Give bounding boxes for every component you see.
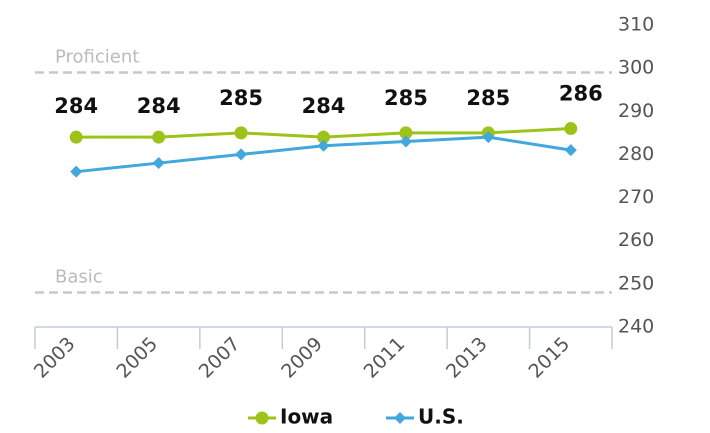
legend-marker [255,411,269,425]
y-tick-label: 310 [618,14,654,36]
data-point [152,157,165,170]
data-point [69,130,83,144]
data-point [399,126,413,140]
legend-label: U.S. [418,405,464,429]
x-tick-label: 2005 [112,333,162,383]
x-tick-label: 2007 [195,333,245,383]
data-point [234,126,248,140]
data-label: 285 [466,86,510,110]
x-tick-label: 2015 [524,333,574,383]
y-tick-label: 300 [618,57,654,79]
data-label: 286 [559,82,603,106]
data-point [564,122,578,136]
legend-marker [394,412,406,424]
legend-label: Iowa [280,405,333,429]
y-tick-label: 250 [618,272,654,294]
data-point [482,131,495,144]
y-tick-label: 280 [618,143,654,165]
data-label: 285 [384,86,428,110]
data-point [235,148,248,161]
x-tick-label: 2011 [360,333,410,383]
data-label: 284 [137,94,181,118]
threshold-label: Proficient [55,46,139,67]
y-tick-label: 240 [618,316,654,338]
data-point [399,135,412,148]
data-point [152,130,166,144]
data-point [317,130,330,144]
y-tick-label: 290 [618,100,654,122]
x-tick-label: 2009 [277,333,327,383]
data-label: 285 [219,86,263,110]
data-point [317,139,330,152]
x-tick-label: 2013 [442,333,492,383]
x-tick-label: 2003 [30,333,80,383]
threshold-label: Basic [55,266,103,287]
y-tick-label: 260 [618,229,654,251]
data-point [70,165,83,178]
y-tick-label: 270 [618,186,654,208]
data-point [564,144,577,157]
data-label: 284 [302,94,346,118]
data-label: 284 [54,94,98,118]
